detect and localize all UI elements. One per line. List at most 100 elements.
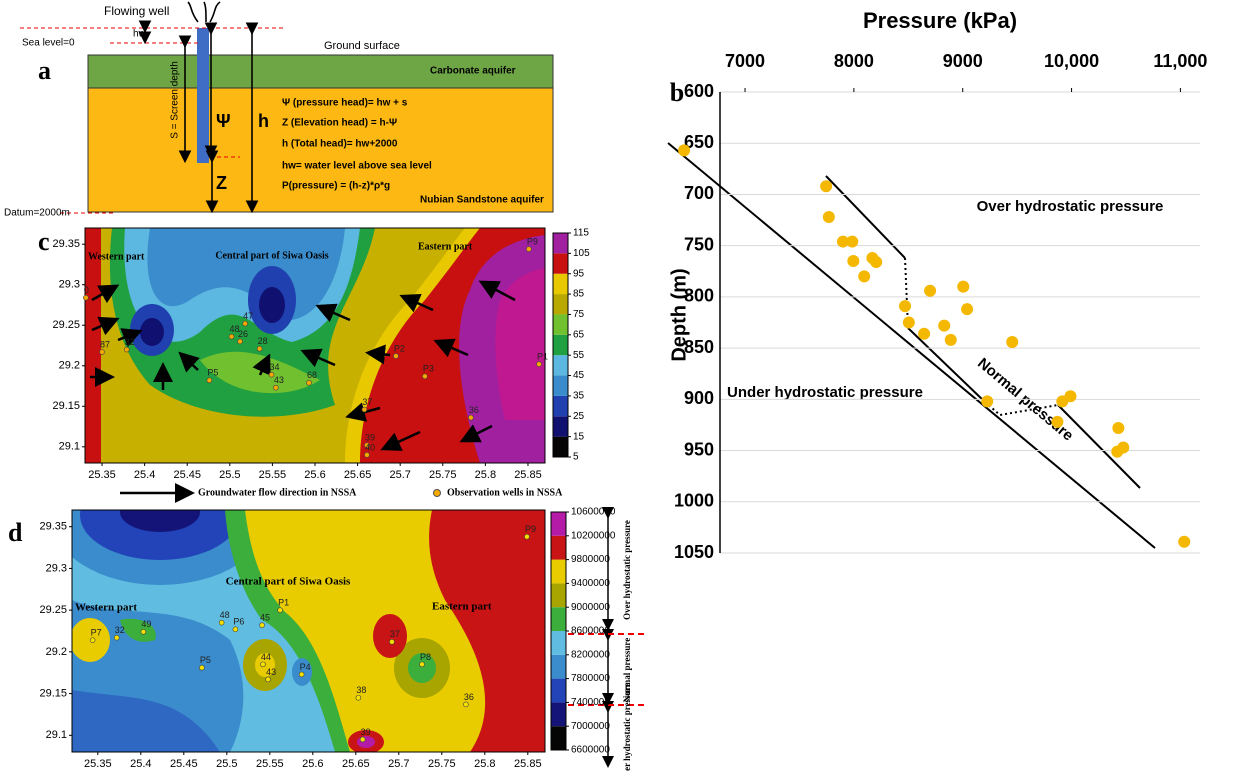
well-label: 37	[362, 397, 372, 407]
colorbar-band	[553, 314, 568, 335]
point	[957, 280, 970, 293]
well	[123, 346, 130, 353]
legend-dot	[433, 489, 441, 497]
legend-text: Groundwater flow direction in NSSA	[198, 487, 357, 498]
colorbar-label: 9400000	[571, 578, 610, 589]
colorbar-label: 5	[573, 452, 579, 463]
point	[1006, 335, 1019, 348]
annotation: Western part	[88, 251, 145, 262]
well-label: P7	[91, 628, 102, 638]
well	[298, 671, 305, 678]
well	[422, 373, 428, 380]
annotation: Central part of Siwa Oasis	[215, 250, 328, 261]
frame	[71, 509, 546, 753]
label: Flowing well	[104, 4, 169, 18]
x-tick-label: 8000	[834, 51, 874, 71]
colorbar-band	[553, 436, 568, 457]
x-tick-label: 25.55	[256, 758, 284, 770]
well	[463, 701, 469, 708]
label: Z	[216, 173, 227, 193]
colorbar-band	[551, 559, 566, 584]
equation: h (Total head)= hw+2000	[282, 139, 398, 150]
well-label: 39	[365, 433, 375, 443]
y-tick-label: 29.3	[46, 562, 67, 574]
well-label: P5	[200, 655, 211, 665]
x-tick-label: 25.55	[259, 469, 287, 481]
label: Ground surface	[324, 40, 400, 52]
y-tick-label: 600	[684, 81, 714, 101]
well	[359, 736, 366, 743]
well	[218, 619, 225, 626]
y-tick-label: 29.3	[59, 279, 80, 291]
well-label: P3	[423, 364, 434, 374]
well	[273, 384, 279, 391]
colorbar-band	[551, 607, 566, 631]
well	[232, 626, 239, 633]
well	[277, 607, 283, 613]
colorbar-band	[553, 395, 568, 417]
y-tick-label: 1000	[674, 491, 714, 511]
colorbar-band	[551, 726, 566, 750]
panel-label: c	[38, 227, 50, 256]
point	[836, 235, 849, 248]
well	[99, 349, 105, 355]
contour-c	[85, 228, 545, 463]
y-tick-label: 800	[684, 286, 714, 306]
point	[846, 235, 859, 248]
well	[206, 377, 213, 384]
well-label: 44	[261, 652, 271, 662]
y-tick-label: 29.15	[52, 400, 80, 412]
colorbar-label: 7400000	[571, 697, 610, 708]
x-tick-label: 25.4	[130, 758, 151, 770]
zone-label: Normal pressure	[622, 638, 632, 702]
y-tick-label: 29.1	[46, 729, 67, 741]
colorbar-label: 10600000	[571, 507, 616, 518]
label: Ψ	[216, 111, 231, 131]
well-label: 36	[464, 692, 474, 702]
well-label: 40	[365, 442, 375, 452]
colorbar-label: 6600000	[571, 745, 610, 756]
annotation: Eastern part	[432, 601, 492, 613]
x-tick-label: 25.45	[170, 758, 198, 770]
well	[306, 379, 312, 386]
y-tick-label: 950	[684, 439, 714, 459]
well	[389, 639, 395, 645]
well-label: 28	[258, 336, 268, 346]
well-label: 32	[125, 337, 135, 347]
colorbar-label: 7000000	[571, 721, 610, 732]
y-tick-label: 29.35	[52, 238, 80, 250]
colorbar-band	[553, 416, 568, 437]
point	[944, 333, 957, 346]
panel-label: a	[38, 56, 51, 85]
well	[468, 414, 474, 421]
y-tick-label: 700	[684, 183, 714, 203]
y-tick-label: 1050	[674, 542, 714, 562]
x-tick-label: 25.75	[429, 469, 457, 481]
y-tick-label: 750	[684, 234, 714, 254]
well	[268, 371, 275, 378]
equation: Z (Elevation head) = h-Ψ	[282, 118, 397, 129]
x-tick-label: 25.7	[388, 758, 409, 770]
colorbar-band	[551, 583, 566, 608]
y-tick-label: 650	[684, 132, 714, 152]
colorbar-band	[553, 233, 568, 254]
y-tick-label: 29.15	[39, 687, 67, 699]
point	[961, 303, 974, 316]
well-label: 36	[469, 405, 479, 415]
contour-d	[72, 510, 545, 752]
point	[678, 144, 691, 157]
label: hw	[133, 29, 147, 40]
well	[361, 406, 368, 413]
label: Nubian Sandstone aquifer	[420, 195, 544, 206]
equation: P(pressure) = (h-z)*ρ*g	[282, 181, 390, 192]
point	[847, 255, 860, 268]
colorbar-label: 55	[573, 350, 585, 361]
x-tick-label: 25.75	[428, 758, 456, 770]
well-label: 48	[220, 610, 230, 620]
label: Carbonate aquifer	[430, 66, 516, 77]
panel-label: b	[670, 78, 684, 107]
well	[524, 533, 530, 540]
panel-label: d	[8, 518, 23, 547]
label: h	[258, 111, 269, 131]
annotation: Central part of Siwa Oasis	[226, 576, 351, 588]
